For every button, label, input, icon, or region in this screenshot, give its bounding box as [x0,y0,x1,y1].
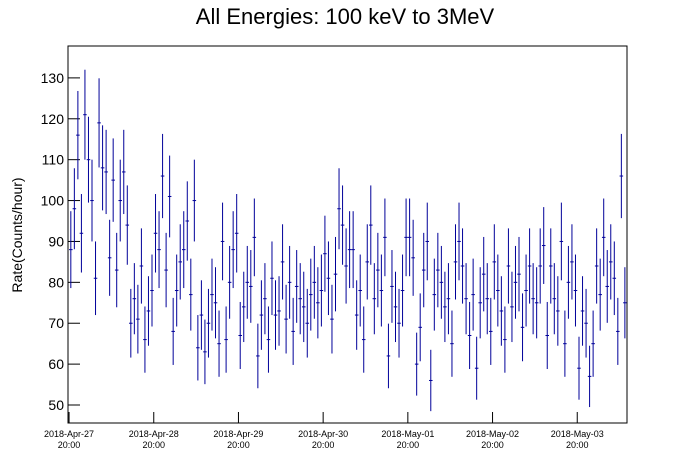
chart-title: All Energies: 100 keV to 3MeV [196,4,495,29]
y-tick-label: 60 [48,356,64,372]
y-tick-label: 100 [41,193,65,209]
y-axis-label: Rate(Counts/hour) [9,177,25,292]
y-tick-label: 50 [48,397,64,413]
x-tick-label: 2018-May-02 20:00 [466,429,520,450]
y-tick-label: 130 [41,70,65,86]
y-tick-label: 70 [48,315,64,331]
plot-frame [67,45,628,424]
y-tick-label: 110 [42,152,65,168]
y-tick-label: 80 [48,274,64,290]
x-tick-label: 2018-Apr-28 20:00 [128,429,179,450]
x-tick-label: 2018-May-01 20:00 [381,429,435,450]
x-tick-label: 2018-Apr-30 20:00 [298,429,349,450]
y-tick-label: 90 [48,233,64,249]
x-tick-label: 2018-Apr-27 20:00 [44,429,95,450]
x-tick-label: 2018-May-03 20:00 [550,429,604,450]
x-tick-label: 2018-Apr-29 20:00 [213,429,264,450]
y-tick-label: 120 [41,111,65,127]
